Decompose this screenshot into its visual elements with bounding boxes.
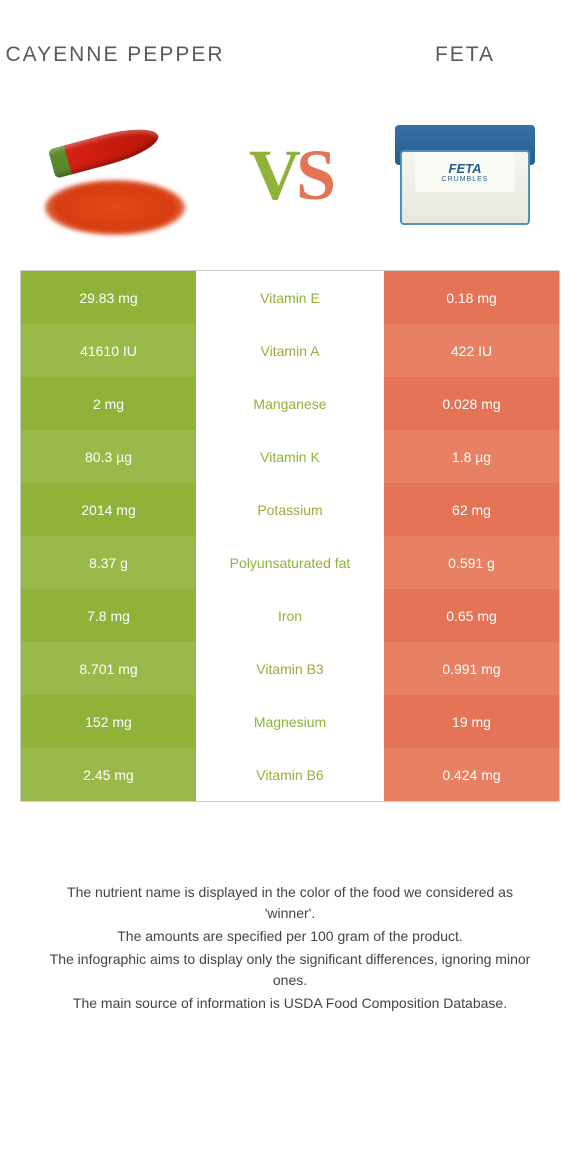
vs-v-letter: V [249,135,296,215]
nutrient-name: Vitamin K [196,430,384,483]
left-value: 7.8 mg [21,589,196,642]
table-row: 2 mgManganese0.028 mg [21,377,559,430]
right-value: 19 mg [384,695,559,748]
header-left-title: CAYENNE PEPPER [0,20,230,90]
table-row: 29.83 mgVitamin E0.18 mg [21,271,559,324]
chili-shape [48,121,162,178]
left-value: 2 mg [21,377,196,430]
table-row: 152 mgMagnesium19 mg [21,695,559,748]
right-image-cell: FETA CRUMBLES [350,105,580,245]
table-row: 7.8 mgIron0.65 mg [21,589,559,642]
table-row: 2.45 mgVitamin B60.424 mg [21,748,559,801]
right-value: 62 mg [384,483,559,536]
vs-cell: VS [230,134,350,217]
left-value: 80.3 µg [21,430,196,483]
left-value: 152 mg [21,695,196,748]
table-row: 41610 IUVitamin A422 IU [21,324,559,377]
pepper-powder-shape [45,180,185,235]
nutrient-name: Magnesium [196,695,384,748]
left-value: 2.45 mg [21,748,196,801]
header-right-title: FETA [350,20,580,90]
footer-line4: The main source of information is USDA F… [45,993,535,1014]
header-spacer [230,20,350,90]
feta-label-sub: CRUMBLES [442,176,489,183]
right-value: 0.18 mg [384,271,559,324]
left-value: 41610 IU [21,324,196,377]
feta-label-brand: FETA [449,161,482,176]
right-value: 0.424 mg [384,748,559,801]
table-row: 8.701 mgVitamin B30.991 mg [21,642,559,695]
nutrient-name: Iron [196,589,384,642]
vs-s-letter: S [296,135,331,215]
footer-line3: The infographic aims to display only the… [45,949,535,991]
nutrient-name: Polyunsaturated fat [196,536,384,589]
table-row: 8.37 gPolyunsaturated fat0.591 g [21,536,559,589]
nutrient-name: Vitamin E [196,271,384,324]
cayenne-pepper-image [30,105,200,245]
footer-notes: The nutrient name is displayed in the co… [0,882,580,1016]
images-row: VS FETA CRUMBLES [0,90,580,260]
table-row: 80.3 µgVitamin K1.8 µg [21,430,559,483]
nutrient-name: Vitamin B6 [196,748,384,801]
left-value: 8.701 mg [21,642,196,695]
right-value: 0.028 mg [384,377,559,430]
footer-line2: The amounts are specified per 100 gram o… [45,926,535,947]
left-value: 29.83 mg [21,271,196,324]
nutrient-name: Manganese [196,377,384,430]
right-value: 0.591 g [384,536,559,589]
right-value: 422 IU [384,324,559,377]
right-value: 0.65 mg [384,589,559,642]
feta-image: FETA CRUMBLES [380,105,550,245]
vs-label: VS [249,134,331,217]
nutrient-name: Vitamin A [196,324,384,377]
nutrient-name: Potassium [196,483,384,536]
right-value: 1.8 µg [384,430,559,483]
feta-label: FETA CRUMBLES [415,152,515,192]
table-row: 2014 mgPotassium62 mg [21,483,559,536]
nutrient-name: Vitamin B3 [196,642,384,695]
left-value: 2014 mg [21,483,196,536]
left-value: 8.37 g [21,536,196,589]
header-row: CAYENNE PEPPER FETA [0,0,580,90]
comparison-table: 29.83 mgVitamin E0.18 mg41610 IUVitamin … [20,270,560,802]
right-value: 0.991 mg [384,642,559,695]
footer-line1: The nutrient name is displayed in the co… [45,882,535,924]
left-image-cell [0,105,230,245]
